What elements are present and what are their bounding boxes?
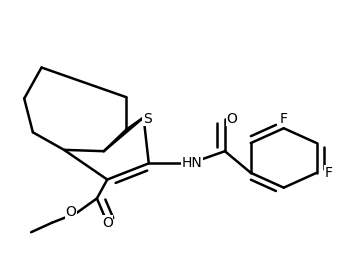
- Text: O: O: [226, 112, 237, 126]
- Text: O: O: [102, 216, 113, 230]
- Text: O: O: [65, 205, 76, 219]
- Text: HN: HN: [182, 156, 202, 170]
- Text: F: F: [325, 166, 333, 180]
- Text: S: S: [143, 112, 152, 126]
- Text: F: F: [280, 112, 288, 126]
